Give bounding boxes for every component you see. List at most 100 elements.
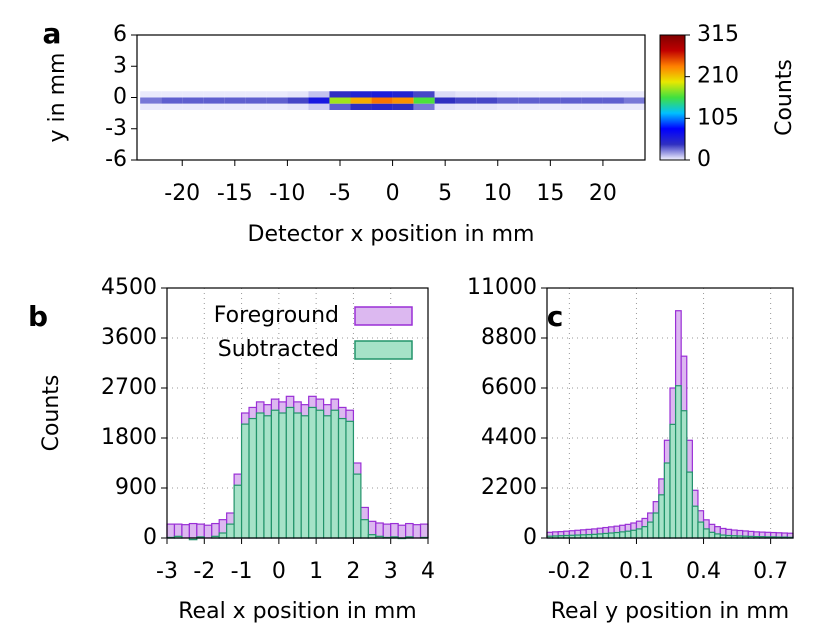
- heatmap-cell: [287, 97, 309, 104]
- heatmap-cell: [455, 103, 477, 110]
- histogram-bar: [647, 521, 654, 539]
- x-tick-label: 15: [536, 181, 564, 206]
- heatmap-cell: [539, 91, 561, 98]
- histogram-bar: [360, 519, 369, 539]
- histogram-bar: [714, 533, 721, 539]
- histogram-bar: [607, 532, 615, 539]
- y-tick-label: 4500: [101, 275, 157, 300]
- y-tick-label: 8800: [481, 325, 537, 350]
- x-tick-label: -5: [329, 181, 351, 206]
- y-tick-label: 0: [143, 525, 157, 550]
- histogram-bar: [658, 494, 666, 539]
- heatmap-cell: [455, 97, 477, 104]
- heatmap-cell: [371, 91, 393, 98]
- histogram-bar: [263, 415, 273, 539]
- y-axis-label: Counts: [39, 375, 64, 452]
- histogram-bar: [300, 415, 310, 539]
- histogram-bar: [233, 484, 243, 539]
- heatmap-cell: [476, 91, 498, 98]
- histogram-bar: [669, 423, 677, 539]
- colorbar-tick-label: 315: [697, 22, 739, 47]
- y-axis-label: y in mm: [45, 53, 70, 143]
- x-tick-label: -0.2: [548, 559, 591, 584]
- heatmap-cell: [602, 103, 624, 110]
- heatmap-cell: [245, 97, 267, 104]
- heatmap-cell: [371, 97, 393, 104]
- colorbar: [659, 34, 686, 161]
- histogram-bar: [181, 524, 190, 539]
- histogram-bar: [226, 523, 235, 539]
- heatmap-cell: [140, 91, 162, 98]
- heatmap-cell: [434, 103, 456, 110]
- x-tick-label: 0.7: [753, 559, 788, 584]
- heatmap-cell: [476, 97, 498, 104]
- colorbar-tick-label: 105: [697, 105, 739, 130]
- y-tick-label: 0: [113, 85, 127, 110]
- histogram-bar: [596, 533, 604, 539]
- heatmap-cell: [581, 103, 603, 110]
- heatmap-cell: [518, 97, 540, 104]
- y-tick-label: 2700: [101, 375, 157, 400]
- heatmap-cell: [539, 103, 561, 110]
- histogram-bar: [270, 409, 280, 539]
- heatmap-cell: [434, 97, 456, 104]
- histogram-bar: [405, 522, 414, 539]
- histogram-bar: [323, 415, 332, 539]
- y-tick-label: 900: [115, 475, 157, 500]
- histogram-bar: [255, 412, 265, 539]
- heatmap-cell: [287, 103, 309, 110]
- x-tick-label: 3: [384, 559, 398, 584]
- heatmap-cell: [350, 97, 372, 104]
- histogram-bar: [188, 522, 198, 539]
- heatmap-cell: [224, 97, 246, 104]
- histogram-bar: [203, 524, 213, 539]
- plot-frame: [166, 287, 429, 539]
- histogram-bar: [330, 409, 340, 539]
- y-tick-label: 11000: [467, 275, 537, 300]
- heatmap-cell: [203, 91, 225, 98]
- histogram-bar: [382, 523, 392, 539]
- heatmap-cell: [161, 103, 183, 110]
- heatmap-cell: [455, 91, 477, 98]
- x-tick-label: -15: [217, 181, 253, 206]
- x-axis-label: Detector x position in mm: [248, 222, 535, 247]
- panel-label: a: [43, 17, 62, 50]
- x-tick-label: -2: [193, 559, 215, 584]
- x-tick-label: 1: [309, 559, 323, 584]
- heatmap-cell: [497, 91, 519, 98]
- x-tick-label: 5: [438, 181, 452, 206]
- y-tick-label: 0: [523, 525, 537, 550]
- histogram-bar: [419, 523, 429, 539]
- legend-label: Foreground: [214, 303, 339, 328]
- x-tick-label: 0: [272, 559, 286, 584]
- heatmap-cell: [161, 91, 183, 98]
- heatmap-cell: [350, 91, 372, 98]
- x-tick-label: -20: [164, 181, 200, 206]
- heatmap-cell: [308, 97, 330, 104]
- heatmap-cell: [224, 91, 246, 98]
- heatmap-cell: [203, 103, 225, 110]
- heatmap-cell: [287, 91, 309, 98]
- histogram-bar: [630, 529, 638, 539]
- x-axis-label: Real x position in mm: [178, 599, 416, 624]
- histogram-bar: [663, 462, 671, 539]
- heatmap-cell: [266, 103, 288, 110]
- x-tick-label: -3: [156, 559, 178, 584]
- heatmap-cell: [497, 97, 519, 104]
- plot-frame: [136, 34, 646, 161]
- histogram-bar: [308, 406, 317, 539]
- heatmap-cell: [392, 97, 414, 104]
- heatmap-cell: [392, 91, 414, 98]
- histogram-bar: [166, 523, 176, 539]
- colorbar-label: Counts: [772, 59, 797, 136]
- histogram-bar: [635, 528, 643, 539]
- colorbar-tick-label: 0: [697, 147, 711, 172]
- heatmap-cell: [140, 103, 162, 110]
- heatmap-cell: [413, 103, 435, 110]
- heatmap-cell: [329, 97, 351, 104]
- heatmap-cell: [161, 97, 183, 104]
- histogram-bar: [315, 409, 325, 539]
- legend-swatch: [354, 306, 413, 326]
- histogram-bar: [285, 406, 295, 539]
- legend-swatch: [354, 340, 413, 360]
